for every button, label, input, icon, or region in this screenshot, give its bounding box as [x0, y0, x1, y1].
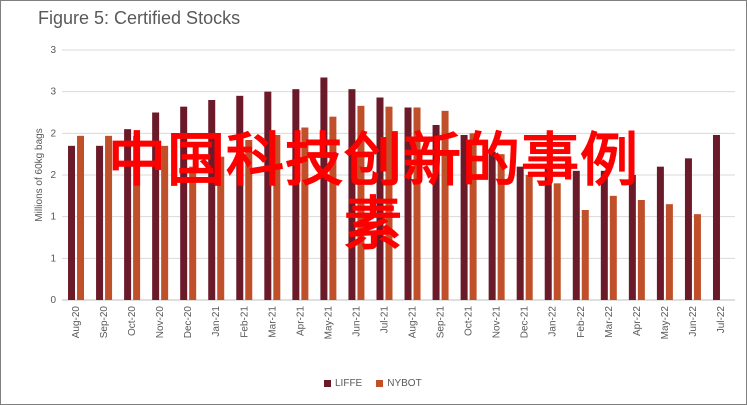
x-tick-label: Nov-20	[155, 306, 166, 339]
x-tick-label: Dec-21	[520, 306, 531, 339]
bar-liffe-sep-21	[432, 125, 440, 300]
bar-liffe-nov-21	[488, 151, 496, 300]
bar-nybot-nov-20	[161, 145, 169, 300]
x-tick-label: Jul-22	[716, 306, 727, 334]
bar-nybot-jan-22	[553, 183, 561, 300]
x-tick-label: Mar-21	[267, 306, 278, 338]
bar-nybot-apr-21	[301, 127, 309, 300]
y-tick-label: 2	[50, 170, 56, 181]
x-tick-label: Apr-21	[295, 306, 306, 336]
bar-nybot-aug-21	[413, 107, 421, 300]
bar-liffe-mar-22	[600, 170, 608, 300]
x-tick-label: Mar-22	[604, 306, 615, 338]
bar-nybot-dec-20	[189, 166, 197, 300]
x-tick-label: Nov-21	[492, 306, 503, 339]
bar-nybot-oct-21	[469, 133, 477, 300]
bar-nybot-nov-21	[497, 154, 505, 300]
y-tick-label: 1	[50, 212, 56, 223]
bar-liffe-apr-21	[292, 89, 300, 301]
legend-swatch-liffe	[324, 380, 331, 387]
x-tick-label: Sep-21	[436, 306, 447, 339]
bar-liffe-aug-20	[68, 145, 76, 300]
bar-nybot-may-22	[665, 204, 673, 300]
x-tick-label: May-21	[323, 306, 334, 340]
bar-liffe-feb-22	[572, 170, 580, 300]
x-tick-label: Aug-20	[71, 306, 82, 339]
x-tick-label: Oct-21	[464, 306, 475, 336]
legend-label-nybot: NYBOT	[387, 378, 422, 389]
bar-nybot-may-21	[329, 116, 337, 301]
y-tick-label: 3	[50, 87, 56, 98]
bar-liffe-feb-21	[236, 95, 244, 300]
legend-item-liffe: LIFFE	[324, 378, 362, 389]
bar-nybot-aug-20	[77, 135, 85, 300]
bar-liffe-oct-20	[124, 129, 132, 300]
bar-liffe-dec-20	[180, 106, 188, 301]
x-tick-label: Feb-22	[576, 306, 587, 338]
x-tick-label: Sep-20	[99, 306, 110, 339]
bar-nybot-sep-20	[105, 135, 113, 300]
x-tick-label: Aug-21	[408, 306, 419, 339]
bar-liffe-may-21	[320, 77, 328, 300]
bar-nybot-sep-21	[441, 110, 449, 300]
bar-nybot-jun-22	[693, 214, 701, 300]
y-tick-label: 0	[50, 295, 56, 306]
bar-nybot-feb-21	[245, 140, 253, 300]
bar-nybot-jul-21	[385, 106, 393, 301]
bar-liffe-nov-20	[152, 112, 160, 300]
legend-swatch-nybot	[376, 380, 384, 387]
x-tick-label: May-22	[660, 306, 671, 340]
bar-liffe-aug-21	[404, 107, 412, 300]
overlay-line-2: 素	[343, 190, 403, 258]
x-tick-label: Apr-22	[632, 306, 643, 336]
y-axis-label: Millions of 60kg bags	[34, 128, 45, 221]
bar-nybot-mar-21	[273, 135, 281, 300]
bar-nybot-feb-22	[581, 210, 589, 300]
y-tick-label: 1	[50, 253, 56, 264]
overlay-watermark-text: 中国科技创新的事例 素	[0, 128, 747, 256]
x-tick-label: Jun-21	[351, 306, 362, 337]
bar-liffe-jun-22	[684, 158, 692, 300]
bar-nybot-jun-21	[357, 105, 365, 300]
x-tick-label: Oct-20	[127, 306, 138, 336]
legend-label-liffe: LIFFE	[335, 378, 363, 389]
x-tick-label: Feb-21	[239, 306, 250, 338]
bar-liffe-jan-22	[544, 166, 552, 300]
x-tick-label: Jan-21	[211, 306, 222, 337]
x-tick-label: Jun-22	[688, 306, 699, 337]
bar-liffe-jul-22	[712, 135, 720, 300]
x-tick-label: Jul-21	[379, 306, 390, 334]
y-tick-label: 3	[50, 45, 56, 56]
bar-liffe-mar-21	[264, 91, 272, 301]
legend: LIFFE NYBOT	[324, 378, 430, 389]
bar-liffe-apr-22	[628, 175, 636, 300]
bar-nybot-dec-21	[525, 175, 533, 300]
overlay-line-1: 中国科技创新的事例	[107, 126, 639, 194]
bar-liffe-jan-21	[208, 100, 216, 300]
bar-liffe-dec-21	[516, 166, 524, 300]
bar-nybot-oct-20	[133, 135, 141, 300]
bar-liffe-jun-21	[348, 89, 356, 301]
x-tick-label: Jan-22	[548, 306, 559, 337]
bar-liffe-may-22	[656, 166, 664, 300]
bar-liffe-oct-21	[460, 135, 468, 300]
chart-title: Figure 5: Certified Stocks	[38, 8, 241, 28]
legend-item-nybot: NYBOT	[376, 378, 422, 389]
bar-nybot-mar-22	[609, 195, 617, 300]
bar-liffe-jul-21	[376, 97, 384, 300]
x-tick-label: Dec-20	[183, 306, 194, 339]
y-tick-label: 2	[50, 128, 56, 139]
bar-liffe-sep-20	[96, 145, 104, 300]
bar-nybot-jan-21	[217, 156, 225, 300]
bar-nybot-apr-22	[637, 200, 645, 300]
